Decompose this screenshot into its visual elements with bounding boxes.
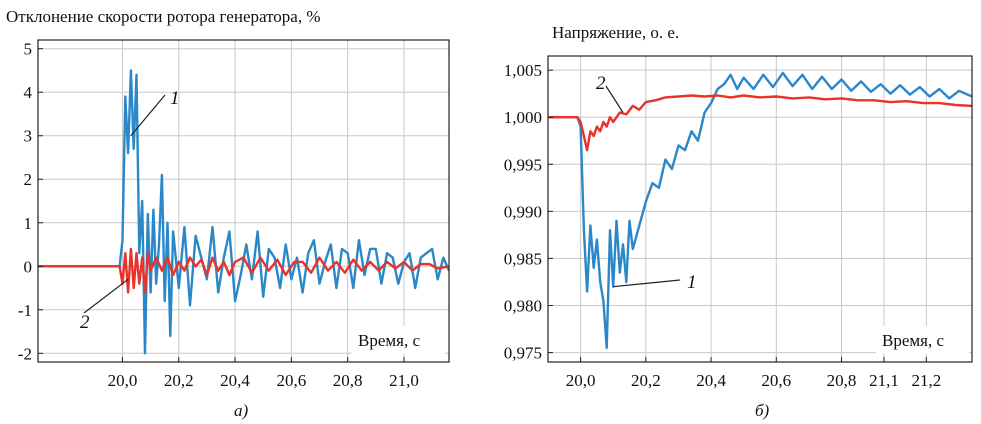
x-tick-label: 20,2 <box>631 371 661 390</box>
grid-a <box>38 40 449 362</box>
series-line-2 <box>548 94 973 152</box>
y-tick-label: 2 <box>24 170 33 189</box>
x-tick-label: 20,4 <box>696 371 726 390</box>
chart-panel-a: Отклонение скорости ротора генератора, %… <box>6 7 451 420</box>
y-tick-label: 3 <box>24 127 33 146</box>
series-group-a <box>38 69 451 355</box>
annotation-leader-2 <box>83 278 129 314</box>
annotation-label-1: 1 <box>687 272 697 293</box>
y-tick-label: 0 <box>24 257 33 276</box>
chart-panel-b: Напряжение, о. е. 20,0 20,2 20,4 20,6 20,8 21… <box>504 23 973 420</box>
panel-label-a: а) <box>234 401 249 420</box>
annotations-a: 12 <box>80 88 180 333</box>
y-tick-label: 0,995 <box>504 155 542 174</box>
y-tick-label: 1 <box>24 214 33 233</box>
y-tick-label: 0,985 <box>504 249 542 268</box>
x-tick-label: 20,2 <box>164 371 194 390</box>
x-tick-label: 20,8 <box>827 371 857 390</box>
x-axis-label-a: Время, с <box>358 331 420 350</box>
x-tick-label: 20,6 <box>761 371 791 390</box>
x-tick-label: 20,6 <box>276 371 306 390</box>
annotation-label-2: 2 <box>596 73 606 94</box>
series-group-b <box>548 71 973 350</box>
y-tick-label: 5 <box>24 40 33 59</box>
y-tick-label: -2 <box>18 344 32 363</box>
chart-title-b: Напряжение, о. е. <box>552 23 679 42</box>
y-tick-label: 0,990 <box>504 202 542 221</box>
x-tick-label: 20,4 <box>220 371 250 390</box>
series-line-1 <box>38 69 451 355</box>
x-tick-label: 20,0 <box>566 371 596 390</box>
y-tick-label: 4 <box>24 83 33 102</box>
y-tick-label: 1,005 <box>504 61 542 80</box>
x-tick-label: 21,0 <box>389 371 419 390</box>
y-tick-label: 0,980 <box>504 297 542 316</box>
y-tick-label: -1 <box>18 301 32 320</box>
annotation-leader-1 <box>613 279 681 288</box>
annotation-label-1: 1 <box>170 88 180 109</box>
grid-b <box>548 56 972 362</box>
annotation-leader-2 <box>605 85 624 113</box>
x-axis-label-b: Время, с <box>882 331 944 350</box>
series-line-2 <box>38 247 450 294</box>
annotation-label-2: 2 <box>80 312 90 333</box>
ticks-b: 20,0 20,2 20,4 20,6 20,8 21,1 21,2 0,975 0,980 0,… <box>504 61 941 390</box>
xlabel-box-b <box>876 326 969 354</box>
y-tick-label: 1,000 <box>504 108 542 127</box>
x-tick-label: 20,8 <box>333 371 363 390</box>
x-tick-label: 21,1 <box>869 371 899 390</box>
x-tick-label: 21,2 <box>911 371 941 390</box>
series-line-1 <box>548 71 973 350</box>
x-tick-label: 20,0 <box>108 371 138 390</box>
xlabel-box-a <box>352 326 445 354</box>
plot-frame-a <box>37 39 450 363</box>
annotations-b: 12 <box>596 73 697 293</box>
annotation-leader-1 <box>130 94 166 137</box>
plot-frame-b <box>547 55 973 363</box>
chart-title-a: Отклонение скорости ротора генератора, % <box>6 7 321 26</box>
panel-label-b: б) <box>755 401 770 420</box>
y-tick-label: 0,975 <box>504 344 542 363</box>
